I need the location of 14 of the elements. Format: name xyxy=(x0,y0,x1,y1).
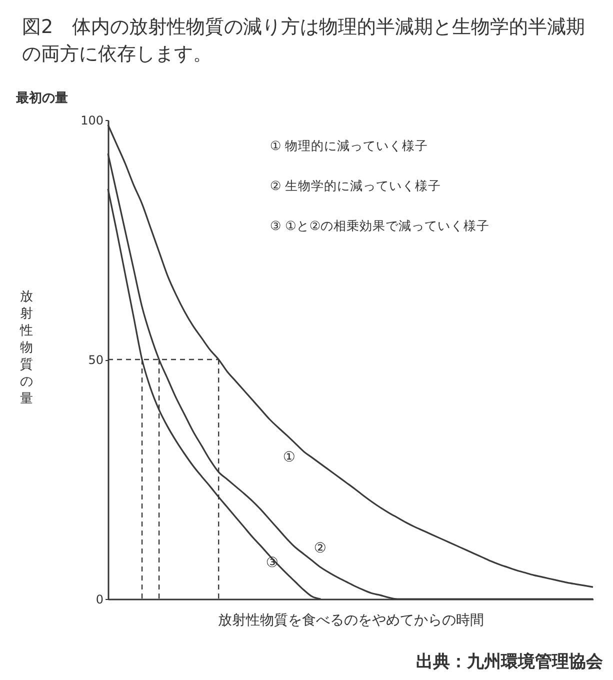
chart-title: 図2 体内の放射性物質の減り方は物理的半減期と生物学的半減期の両方に依存します。 xyxy=(21,15,586,67)
source-note: 出典：九州環境管理協会 xyxy=(416,652,604,672)
y-tick-label: 0 xyxy=(96,592,104,606)
series-label: ① xyxy=(282,449,296,466)
series-label: ② xyxy=(314,540,326,557)
y-tick-label: 50 xyxy=(88,353,104,367)
annotation: ① 物理的に減っていく様子 xyxy=(270,138,428,153)
text: 最初の量 xyxy=(15,90,68,106)
x-axis-title: 放射性物質を食べるのをやめてからの時間 xyxy=(218,612,484,628)
y-tick-label: 100 xyxy=(80,114,104,128)
series-label: ③ xyxy=(266,554,278,571)
y-axis-title: 放射性物質の量 xyxy=(19,290,33,406)
annotation: ② 生物学的に減っていく様子 xyxy=(270,178,442,193)
annotation: ③ ①と②の相乗効果で減っていく様子 xyxy=(270,218,490,233)
